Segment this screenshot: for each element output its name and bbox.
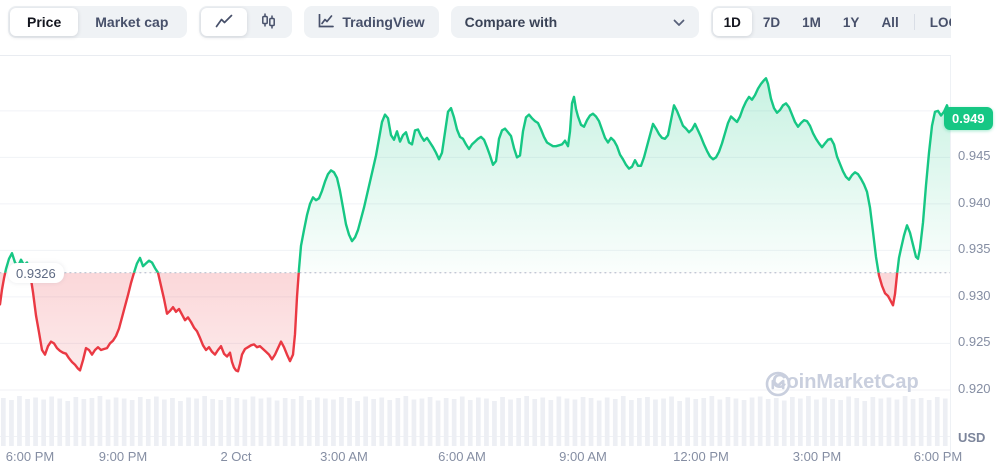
x-tick-label: 6:00 AM: [438, 449, 486, 464]
tradingview-icon: [318, 13, 335, 31]
price-chart-svg[interactable]: [0, 56, 950, 456]
baseline-label: 0.9326: [8, 263, 64, 283]
range-1d-button[interactable]: 1D: [712, 8, 752, 36]
y-axis-unit: USD: [958, 430, 986, 445]
y-tick-label: 0.940: [958, 195, 991, 210]
line-chart-button[interactable]: [201, 8, 248, 36]
x-tick-label: 2 Oct: [220, 449, 252, 464]
range-all-button[interactable]: All: [870, 8, 909, 36]
x-tick-label: 6:00 PM: [913, 449, 963, 464]
x-tick-label: 9:00 AM: [559, 449, 607, 464]
price-marketcap-toggle: Price Market cap: [8, 6, 188, 38]
y-tick-label: 0.935: [958, 241, 991, 256]
range-1y-button[interactable]: 1Y: [832, 8, 871, 36]
candlestick-icon: [261, 13, 276, 32]
y-tick-label: 0.930: [958, 288, 991, 303]
range-7d-button[interactable]: 7D: [752, 8, 791, 36]
y-tick-label: 0.925: [958, 334, 991, 349]
y-tick-label: 0.920: [958, 381, 991, 396]
x-tick-label: 12:00 PM: [673, 449, 729, 464]
market-cap-tab[interactable]: Market cap: [78, 8, 185, 36]
price-tab[interactable]: Price: [10, 8, 79, 36]
price-chart[interactable]: 0.9326 CoinMarketCap: [0, 55, 951, 456]
line-chart-icon: [215, 14, 233, 31]
candlestick-chart-button[interactable]: [247, 8, 290, 36]
range-buttons: 1D 7D 1M 1Y All: [712, 8, 910, 36]
chart-toolbar: Price Market cap: [8, 6, 1007, 38]
tradingview-button[interactable]: TradingView: [304, 6, 439, 38]
x-tick-label: 3:00 AM: [320, 449, 368, 464]
y-tick-label: 0.945: [958, 148, 991, 163]
compare-with-dropdown[interactable]: Compare with: [450, 6, 699, 38]
x-tick-label: 3:00 PM: [792, 449, 842, 464]
x-axis: 6:00 PM 9:00 PM 2 Oct 3:00 AM 6:00 AM 9:00 AM…: [0, 449, 1007, 469]
x-tick-label: 6:00 PM: [5, 449, 55, 464]
range-1m-button[interactable]: 1M: [791, 8, 832, 36]
tradingview-label: TradingView: [342, 14, 425, 30]
x-tick-label: 9:00 PM: [98, 449, 148, 464]
chart-type-toggle: [199, 6, 293, 38]
chevron-down-icon: [673, 14, 685, 30]
y-axis: USD 0.945 0.940 0.935 0.930 0.925 0.920: [951, 0, 1007, 472]
compare-with-label: Compare with: [464, 14, 558, 30]
current-price-badge: 0.949: [944, 107, 993, 130]
divider: [913, 14, 915, 30]
